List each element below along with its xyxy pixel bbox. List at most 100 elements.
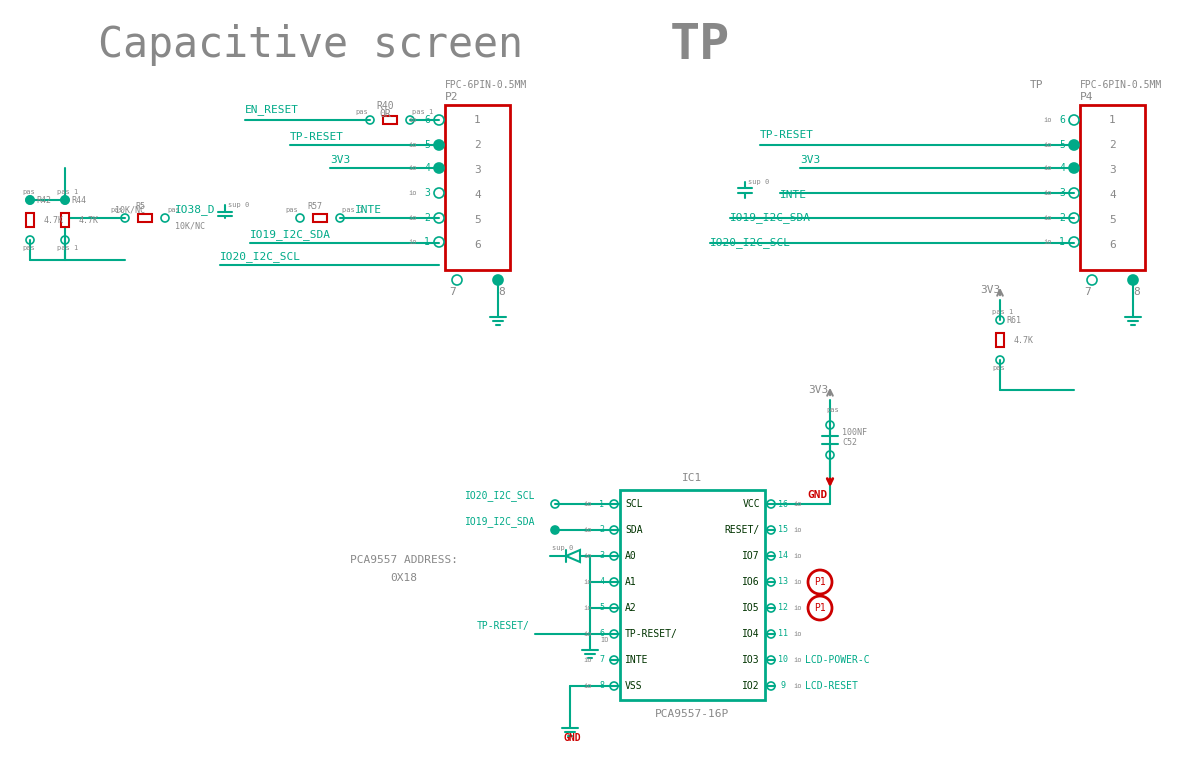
Circle shape [1070,141,1078,149]
Text: IO5: IO5 [742,603,760,613]
Text: 4.7K: 4.7K [79,216,99,225]
Text: pas: pas [21,245,35,251]
Text: 10: 10 [778,656,788,664]
Text: io: io [409,142,417,148]
Text: TP: TP [669,21,730,69]
Text: IO38_D: IO38_D [175,205,216,216]
Text: PCA9557 ADDRESS:: PCA9557 ADDRESS: [350,555,459,565]
Text: sup 0: sup 0 [227,202,249,208]
Text: SDA: SDA [625,525,643,535]
Text: 6: 6 [1109,240,1116,250]
Text: TP-RESET/: TP-RESET/ [478,621,530,631]
Circle shape [435,141,443,149]
Circle shape [807,596,833,620]
Text: 3V3: 3V3 [800,155,821,165]
Text: 7: 7 [450,287,456,297]
Text: io: io [1043,215,1052,221]
Text: pas 1: pas 1 [992,309,1014,315]
Text: 1: 1 [424,237,430,247]
Text: pas 1: pas 1 [412,109,434,115]
Text: R40: R40 [376,101,394,111]
Text: io: io [793,527,802,533]
Text: 2: 2 [1059,213,1065,223]
Text: EN_RESET: EN_RESET [245,104,299,115]
Text: 5: 5 [424,140,430,150]
Bar [996,333,1004,347]
Text: PCA9557-16P: PCA9557-16P [655,709,730,719]
Circle shape [551,526,559,534]
Text: 1: 1 [474,115,481,125]
Text: R61: R61 [1006,316,1022,324]
Text: IO6: IO6 [742,577,760,587]
Text: GND: GND [807,490,828,500]
Text: IO20_I2C_SCL: IO20_I2C_SCL [710,237,791,248]
Text: 3V3: 3V3 [330,155,350,165]
Text: 5: 5 [1059,140,1065,150]
Text: 6: 6 [599,629,605,639]
Text: TP: TP [1030,80,1043,90]
Text: TP-RESET: TP-RESET [289,132,344,142]
Text: FPC-6PIN-0.5MM: FPC-6PIN-0.5MM [445,80,528,90]
Bar [621,490,765,700]
Text: IO20_I2C_SCL: IO20_I2C_SCL [220,251,301,262]
Bar [1080,105,1145,270]
Text: 3: 3 [424,188,430,198]
Text: 3V3: 3V3 [807,385,828,395]
Text: 8: 8 [1134,287,1140,297]
Text: P1: P1 [815,603,825,613]
Text: R44: R44 [71,195,87,205]
Text: R57: R57 [307,202,323,211]
Text: pas: pas [111,207,123,213]
Text: io: io [584,501,592,507]
Text: IO20_I2C_SCL: IO20_I2C_SCL [464,491,536,502]
Text: 7: 7 [1085,287,1091,297]
Text: R5: R5 [135,202,145,211]
Text: 5: 5 [1109,215,1116,225]
Text: pas: pas [21,189,35,195]
Text: 6: 6 [424,115,430,125]
Text: P1: P1 [815,577,825,587]
Text: 4: 4 [1109,190,1116,200]
Text: 8: 8 [599,682,605,691]
Text: io: io [584,631,592,637]
Text: RESET/: RESET/ [725,525,760,535]
Text: 7: 7 [599,656,605,664]
Text: IO7: IO7 [742,551,760,561]
Bar [26,213,35,227]
Text: SCL: SCL [625,499,643,509]
Text: IO3: IO3 [742,655,760,665]
Text: 12: 12 [778,604,788,612]
Text: 4: 4 [1059,163,1065,173]
Text: 0X18: 0X18 [389,573,417,583]
Circle shape [1128,275,1137,285]
Text: 2: 2 [599,525,605,534]
Text: 9: 9 [780,682,786,691]
Circle shape [61,196,69,204]
Text: FPC-6PIN-0.5MM: FPC-6PIN-0.5MM [1080,80,1162,90]
Text: P4: P4 [1080,92,1093,102]
Text: LCD-RESET: LCD-RESET [805,681,858,691]
Text: 15: 15 [778,525,788,534]
Text: pas: pas [286,207,298,213]
Text: pas: pas [827,407,838,413]
Text: io: io [584,579,592,585]
Text: 1: 1 [1059,237,1065,247]
Text: VSS: VSS [625,681,643,691]
Text: io: io [584,683,592,689]
Circle shape [493,275,503,285]
Text: TP-RESET: TP-RESET [760,130,813,140]
Text: 3: 3 [599,552,605,560]
Text: 10K/NC: 10K/NC [116,205,145,215]
Text: VCC: VCC [742,499,760,509]
Text: 1: 1 [599,499,605,509]
Text: INTE: INTE [625,655,649,665]
Text: 3: 3 [1059,188,1065,198]
Text: INTE: INTE [780,190,807,200]
Circle shape [807,570,833,594]
Text: io: io [793,657,802,663]
Text: 3: 3 [474,165,481,175]
Text: 1: 1 [1109,115,1116,125]
Text: io: io [1043,142,1052,148]
Text: LCD-POWER-C: LCD-POWER-C [805,655,869,665]
Text: IO19_I2C_SDA: IO19_I2C_SDA [730,212,811,223]
